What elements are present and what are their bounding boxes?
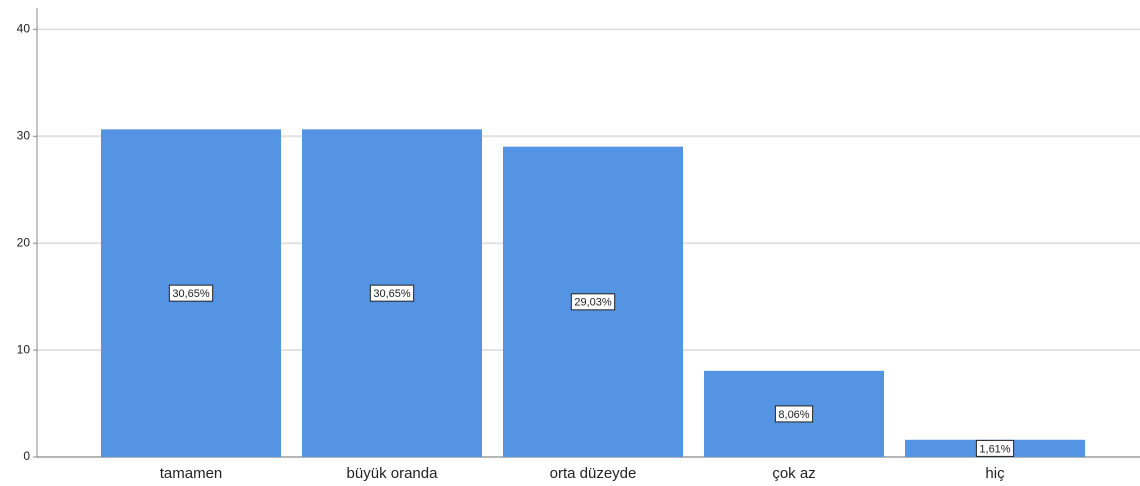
value-label: 29,03% xyxy=(574,297,612,309)
y-tick-label: 40 xyxy=(17,22,31,36)
value-label: 30,65% xyxy=(373,288,411,300)
value-label-box xyxy=(975,439,1015,457)
value-label: 30,65% xyxy=(172,288,210,300)
value-label-box xyxy=(774,405,814,423)
value-label-box xyxy=(168,284,214,302)
value-label-box xyxy=(570,293,616,311)
y-tick-label: 0 xyxy=(23,449,30,463)
value-label: 8,06% xyxy=(778,409,809,421)
x-tick-label: tamamen xyxy=(160,465,223,482)
y-tick-label: 10 xyxy=(17,342,31,356)
x-tick-label: büyük oranda xyxy=(347,465,439,482)
y-tick-label: 20 xyxy=(17,235,31,249)
y-tick-label: 30 xyxy=(17,128,31,142)
x-tick-label: çok az xyxy=(772,465,815,482)
value-label-box xyxy=(369,284,415,302)
x-tick-label: orta düzeyde xyxy=(550,465,637,482)
value-label: 1,61% xyxy=(979,443,1010,455)
x-tick-label: hiç xyxy=(985,465,1005,482)
